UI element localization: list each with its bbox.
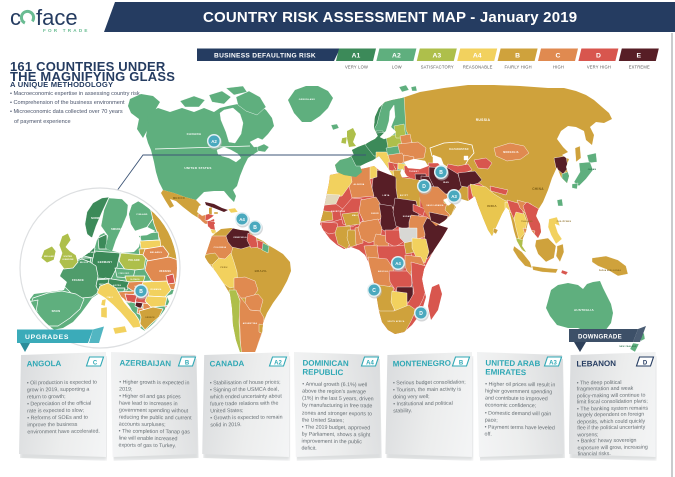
svg-text:MALI: MALI: [352, 214, 358, 217]
svg-text:AUSTRIA: AUSTRIA: [113, 284, 122, 287]
svg-text:ITALY: ITALY: [107, 296, 114, 299]
svg-text:LOW: LOW: [392, 65, 402, 70]
svg-text:SAUDI ARABIA: SAUDI ARABIA: [426, 204, 444, 207]
svg-text:EXTREME: EXTREME: [629, 65, 650, 70]
svg-text:GREENLAND: GREENLAND: [299, 98, 316, 101]
svg-text:ALGERIA: ALGERIA: [353, 183, 364, 186]
svg-text:SATISFACTORY: SATISFACTORY: [421, 65, 454, 70]
svg-text:UPGRADES: UPGRADES: [25, 334, 69, 341]
svg-text:BRAZIL: BRAZIL: [255, 269, 268, 273]
svg-text:BUSINESS DEFAULTING RISK: BUSINESS DEFAULTING RISK: [214, 52, 316, 59]
svg-text:A2: A2: [392, 53, 401, 60]
svg-text:UKRAINE: UKRAINE: [159, 270, 171, 273]
svg-text:B: B: [459, 360, 464, 366]
svg-text:D: D: [422, 184, 426, 190]
svg-text:NORWAY: NORWAY: [91, 217, 103, 220]
svg-text:SWITZ.: SWITZ.: [99, 284, 106, 286]
svg-text:JAPAN: JAPAN: [588, 168, 597, 171]
svg-text:c: c: [10, 5, 21, 30]
svg-text:B: B: [515, 53, 520, 60]
svg-text:D: D: [419, 311, 423, 317]
svg-text:HIGH: HIGH: [553, 65, 564, 70]
svg-text:B: B: [253, 225, 257, 231]
svg-text:CANADA: CANADA: [187, 132, 202, 136]
svg-text:A3: A3: [549, 360, 557, 366]
svg-text:MONGOLIA: MONGOLIA: [503, 151, 519, 154]
svg-text:LIBYA: LIBYA: [382, 194, 390, 197]
svg-text:PERU: PERU: [220, 267, 227, 269]
svg-text:E: E: [637, 53, 642, 60]
svg-text:MAURITANIA: MAURITANIA: [331, 210, 346, 213]
svg-text:A4: A4: [239, 217, 245, 222]
svg-text:FINLAND: FINLAND: [137, 213, 148, 216]
svg-text:IRAN: IRAN: [443, 181, 449, 184]
svg-text:A2: A2: [274, 360, 282, 366]
svg-text:C: C: [556, 53, 561, 60]
svg-text:A4: A4: [366, 360, 374, 366]
svg-text:C: C: [372, 288, 376, 294]
svg-text:INDIA: INDIA: [487, 204, 497, 208]
svg-text:B: B: [184, 360, 189, 366]
svg-text:KAZAKHSTAN: KAZAKHSTAN: [449, 148, 468, 151]
svg-text:VENEZUELA: VENEZUELA: [233, 236, 247, 239]
svg-text:SLOVAKIA: SLOVAKIA: [130, 278, 140, 281]
svg-text:ROMANIA: ROMANIA: [151, 288, 162, 291]
svg-text:FOR TRADE: FOR TRADE: [43, 28, 90, 33]
svg-text:COUNTRY RISK ASSESSMENT MAP -: COUNTRY RISK ASSESSMENT MAP - January 20…: [203, 9, 577, 26]
svg-text:EGYPT: EGYPT: [400, 195, 409, 197]
svg-text:B: B: [439, 170, 443, 176]
svg-text:DOWNGRADE: DOWNGRADE: [578, 333, 622, 340]
svg-text:A1: A1: [352, 53, 361, 60]
svg-text:ARGENTINA: ARGENTINA: [243, 322, 258, 325]
svg-text:A4: A4: [473, 53, 482, 60]
svg-text:TURKEY: TURKEY: [409, 171, 419, 173]
svg-text:NIGER: NIGER: [371, 213, 379, 215]
svg-text:FAIRLY HIGH: FAIRLY HIGH: [504, 65, 531, 70]
svg-text:A2: A2: [211, 139, 217, 144]
svg-text:BELGIUM: BELGIUM: [80, 262, 89, 264]
svg-text:A3: A3: [451, 194, 457, 199]
svg-text:RUSSIA: RUSSIA: [476, 118, 491, 122]
svg-text:PHILIPPINES: PHILIPPINES: [557, 221, 572, 223]
svg-text:POLAND: POLAND: [128, 259, 139, 262]
svg-text:VERY LOW: VERY LOW: [345, 65, 368, 70]
svg-text:IRELAND: IRELAND: [44, 255, 55, 258]
svg-text:GERMANY: GERMANY: [98, 260, 113, 264]
svg-text:GREECE: GREECE: [145, 317, 155, 319]
svg-text:SWEDEN: SWEDEN: [111, 228, 123, 231]
svg-text:CZECH REP.: CZECH REP.: [119, 273, 130, 275]
svg-text:B: B: [139, 289, 143, 295]
svg-text:UNITED: UNITED: [64, 256, 73, 258]
svg-text:AUSTRALIA: AUSTRALIA: [574, 308, 595, 312]
svg-text:VERY HIGH: VERY HIGH: [587, 65, 611, 70]
svg-text:A4: A4: [395, 261, 401, 266]
svg-text:UNITED STATES: UNITED STATES: [184, 166, 211, 170]
svg-text:A3: A3: [432, 53, 441, 60]
svg-text:BELARUS: BELARUS: [150, 251, 162, 254]
svg-text:NEW ZEALAND: NEW ZEALAND: [619, 345, 637, 348]
svg-text:D: D: [596, 53, 601, 60]
svg-text:COLOMBIA: COLOMBIA: [214, 246, 227, 249]
svg-text:SOUTH AFRICA: SOUTH AFRICA: [387, 320, 405, 323]
svg-text:CHINA: CHINA: [532, 187, 544, 191]
svg-text:REASONABLE: REASONABLE: [463, 65, 493, 70]
svg-text:PAPUA NEW GUINEA: PAPUA NEW GUINEA: [599, 269, 621, 272]
svg-text:ANGOLA: ANGOLA: [378, 270, 388, 273]
svg-text:NETHERLANDS: NETHERLANDS: [82, 251, 96, 254]
svg-text:MEXICO: MEXICO: [173, 196, 185, 200]
svg-text:D: D: [642, 360, 647, 366]
svg-text:FRANCE: FRANCE: [72, 278, 84, 282]
svg-text:SUDAN: SUDAN: [403, 215, 412, 218]
svg-text:SPAIN: SPAIN: [52, 309, 61, 313]
svg-text:THAILAND: THAILAND: [521, 220, 533, 223]
svg-text:KINGDOM: KINGDOM: [62, 259, 73, 261]
svg-text:C: C: [93, 360, 98, 366]
svg-text:face: face: [36, 5, 78, 30]
